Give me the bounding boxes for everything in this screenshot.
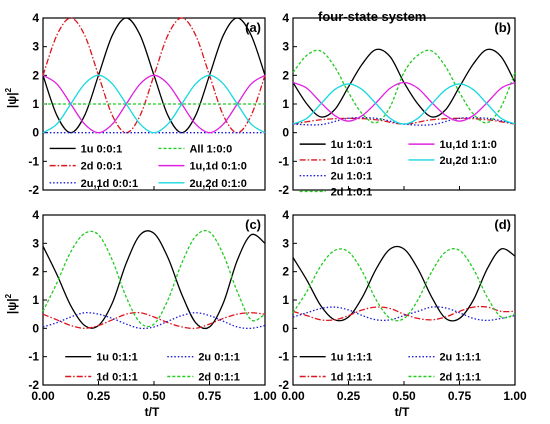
series-line — [42, 229, 266, 328]
chart-panel-2: -2 -1 0 1 2 3 4 0.00 0.25 0.50 0.75 1.00 1u 0:1:1 1d … — [28, 208, 277, 403]
y-tick-label: 4 — [282, 11, 289, 25]
x-tick-label: 0.75 — [198, 389, 222, 403]
y-tick-label: 2 — [32, 265, 39, 279]
panel-label: (a) — [245, 20, 261, 35]
legend-label: 1u 0:0:1 — [81, 143, 123, 155]
y-tick-label: 2 — [282, 68, 289, 82]
y-tick-label: 1 — [32, 97, 39, 111]
series-line — [292, 248, 516, 322]
series-line — [292, 117, 516, 125]
legend-label: 2u 0:1:1 — [198, 352, 240, 364]
chart-panel-0: -2 -1 0 1 2 3 4 1u 0:0:1 2d 0:0:1 2u,1d 0:0:1 All … — [28, 11, 266, 197]
y-axis-label-main: |ψ| — [5, 298, 19, 314]
legend-label: 2d 1:0:1 — [331, 186, 373, 198]
legend-label: 2u,2d 1:1:0 — [439, 155, 496, 167]
y-tick-label: 0 — [282, 126, 289, 140]
series-line — [292, 81, 516, 122]
series-line — [42, 74, 266, 134]
y-tick-label: 4 — [32, 11, 39, 25]
y-tick-label: -1 — [28, 154, 39, 168]
y-tick-label: 1 — [32, 293, 39, 307]
series-line — [42, 74, 266, 134]
legend-label: 2u 1:1:1 — [439, 352, 481, 364]
series-line — [292, 245, 516, 322]
svg-text:|ψ|2: |ψ|2 — [4, 87, 19, 108]
y-tick-label: 3 — [32, 236, 39, 250]
x-tick-label: 0.50 — [392, 389, 416, 403]
legend-label: 1u 1:1:1 — [331, 352, 373, 364]
x-tick-label: 0.00 — [281, 389, 305, 403]
legend-label: 2u,1d 0:0:1 — [81, 178, 138, 190]
chart-panel-1: -2 -1 0 1 2 3 4 1u 1:0:1 1d 1:0:1 2u 1:0:1 2d 1:0:… — [278, 11, 516, 198]
y-tick-label: -2 — [278, 378, 289, 392]
legend-label: All 1:0:0 — [189, 143, 232, 155]
y-tick-label: 2 — [282, 265, 289, 279]
legend-label: 2u 1:0:1 — [331, 171, 373, 183]
series-line — [42, 230, 266, 330]
series-line — [292, 83, 516, 125]
legend-label: 2d 0:1:1 — [198, 372, 240, 384]
panel-label: (d) — [494, 217, 511, 232]
legend-label: 2u,2d 0:1:0 — [189, 178, 246, 190]
series-line — [42, 311, 266, 330]
y-axis-label-sup: 2 — [4, 87, 13, 92]
x-tick-label: 0.25 — [337, 389, 361, 403]
y-tick-label: 2 — [32, 68, 39, 82]
y-tick-label: -2 — [28, 378, 39, 392]
figure-title: four-state system — [318, 9, 426, 24]
legend-label: 1d 1:1:1 — [331, 372, 373, 384]
y-tick-label: -1 — [28, 350, 39, 364]
y-axis-label-top: |ψ|2 — [4, 87, 19, 108]
y-tick-label: -1 — [278, 154, 289, 168]
y-tick-label: 3 — [32, 40, 39, 54]
y-tick-label: 0 — [32, 126, 39, 140]
y-tick-label: -2 — [278, 183, 289, 197]
y-tick-label: 0 — [32, 321, 39, 335]
panel-label: (b) — [494, 20, 511, 35]
series-line — [292, 49, 516, 124]
y-tick-label: 1 — [282, 97, 289, 111]
plot-frame — [292, 214, 516, 386]
x-tick-label: 0.75 — [448, 389, 472, 403]
y-tick-label: 3 — [282, 236, 289, 250]
legend-label: 1u 1:0:1 — [331, 139, 373, 151]
x-tick-label: 1.00 — [503, 389, 527, 403]
series-line — [292, 48, 516, 118]
series-line — [292, 305, 516, 322]
y-tick-label: -1 — [278, 350, 289, 364]
legend-label: 2d 1:1:1 — [439, 372, 481, 384]
panel-label: (c) — [245, 217, 261, 232]
y-axis-label-bottom: |ψ|2 — [4, 293, 19, 314]
legend-label: 1u,1d 0:1:0 — [189, 161, 246, 173]
legend-label: 1u 0:1:1 — [96, 352, 138, 364]
x-tick-label: 0.00 — [31, 389, 55, 403]
legend-label: 1u,1d 1:1:0 — [439, 139, 496, 151]
x-axis-label-left: t/T — [145, 405, 160, 419]
legend-label: 2d 0:0:1 — [81, 161, 123, 173]
legend-label: 1d 0:1:1 — [96, 372, 138, 384]
y-axis-label-sup: 2 — [4, 293, 13, 298]
x-tick-label: 0.50 — [142, 389, 166, 403]
y-axis-label-main: |ψ| — [5, 92, 19, 108]
series-line — [292, 306, 516, 322]
x-tick-label: 0.25 — [87, 389, 111, 403]
y-tick-label: 3 — [282, 40, 289, 54]
y-tick-label: 1 — [282, 293, 289, 307]
chart-panel-3: -2 -1 0 1 2 3 4 0.00 0.25 0.50 0.75 1.00 1u 1:1:1 1d … — [278, 208, 527, 403]
y-tick-label: 4 — [282, 208, 289, 222]
svg-text:|ψ|2: |ψ|2 — [4, 293, 19, 314]
y-tick-label: -2 — [28, 183, 39, 197]
y-tick-label: 4 — [32, 208, 39, 222]
x-tick-label: 1.00 — [253, 389, 277, 403]
x-axis-label-right: t/T — [395, 405, 410, 419]
series-line — [42, 311, 266, 330]
legend-label: 1d 1:0:1 — [331, 155, 373, 167]
y-tick-label: 0 — [282, 321, 289, 335]
